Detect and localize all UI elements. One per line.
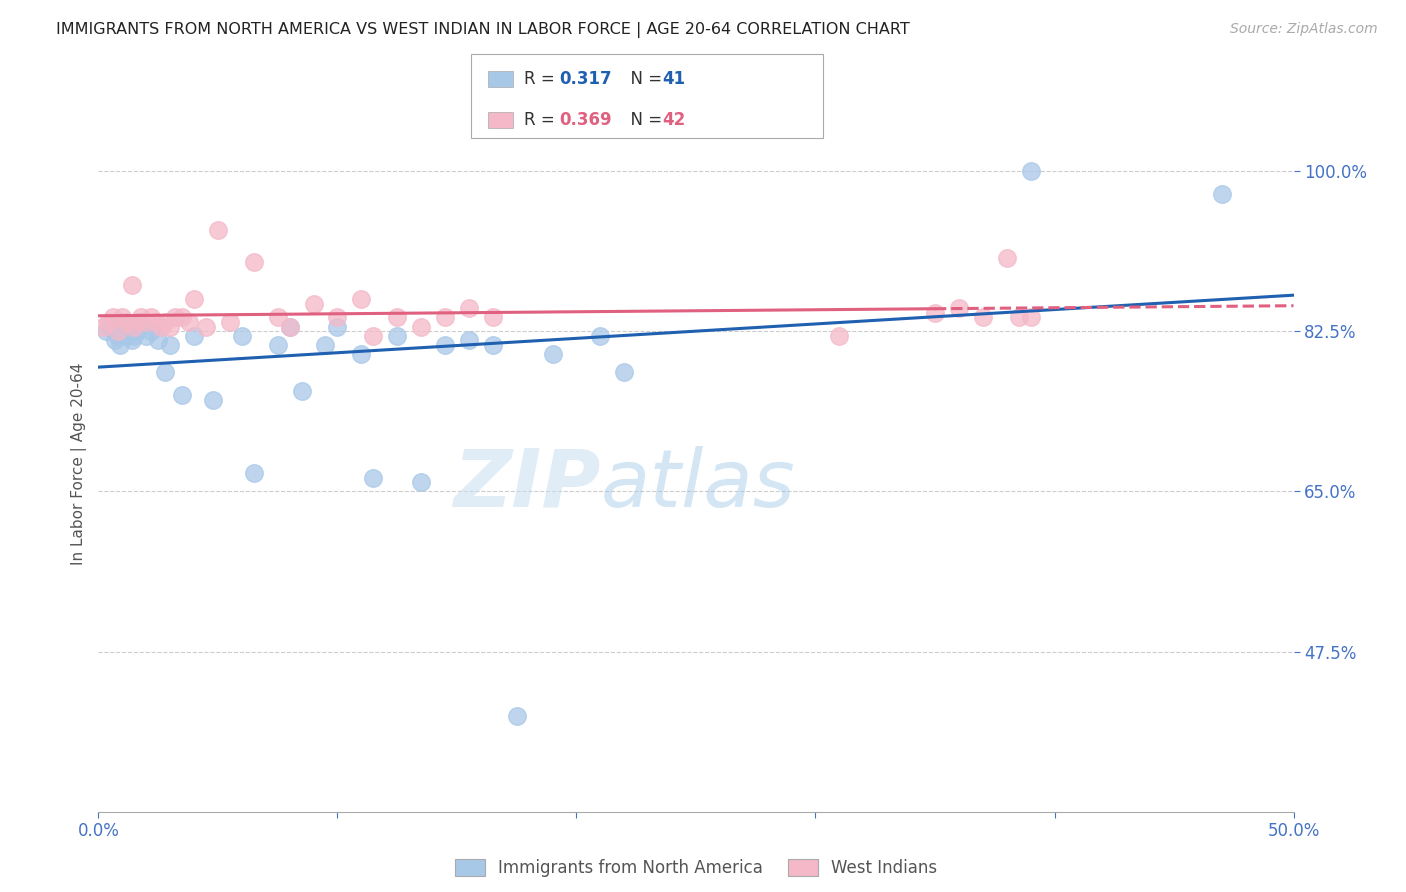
Point [948, 301, 970, 316]
Point [385, 328, 409, 343]
Point [183, 328, 205, 343]
Point [267, 310, 290, 325]
Point [433, 338, 456, 352]
Point [219, 315, 242, 329]
Point [172, 310, 194, 325]
Point [995, 251, 1018, 265]
Point [155, 365, 177, 379]
Point [125, 324, 148, 338]
Point [506, 708, 529, 723]
Point [194, 319, 217, 334]
Point [149, 319, 172, 334]
Point [202, 392, 225, 407]
Point [135, 328, 157, 343]
Point [411, 319, 433, 334]
Point [104, 333, 127, 347]
Point [541, 347, 564, 361]
Point [481, 338, 505, 352]
Point [107, 324, 129, 338]
Point [145, 315, 167, 329]
Point [91, 319, 114, 334]
Point [111, 310, 134, 325]
Point [94, 324, 117, 338]
Point [1019, 310, 1042, 325]
Point [481, 310, 505, 325]
Point [108, 338, 131, 352]
Text: 0.317: 0.317 [560, 70, 612, 88]
Point [124, 319, 146, 334]
Text: N =: N = [620, 111, 668, 128]
Text: IMMIGRANTS FROM NORTH AMERICA VS WEST INDIAN IN LABOR FORCE | AGE 20-64 CORRELAT: IMMIGRANTS FROM NORTH AMERICA VS WEST IN… [56, 22, 910, 38]
Point [350, 292, 373, 306]
Point [972, 310, 994, 325]
Point [114, 315, 136, 329]
Point [278, 319, 301, 334]
Text: atlas: atlas [600, 446, 796, 524]
Point [101, 310, 124, 325]
Point [125, 315, 148, 329]
Point [131, 310, 153, 325]
Point [163, 310, 186, 325]
Point [828, 328, 851, 343]
Point [1019, 164, 1042, 178]
Point [139, 324, 162, 338]
Text: R =: R = [524, 70, 561, 88]
Point [326, 319, 349, 334]
Point [121, 333, 143, 347]
Text: 0.369: 0.369 [560, 111, 612, 128]
Text: 42: 42 [662, 111, 686, 128]
Point [231, 328, 253, 343]
Point [131, 315, 153, 329]
Point [155, 315, 177, 329]
Point [243, 255, 266, 269]
Point [363, 470, 385, 484]
Point [97, 315, 120, 329]
Point [267, 338, 290, 352]
Point [159, 319, 181, 334]
Text: 41: 41 [662, 70, 685, 88]
Text: ZIP: ZIP [453, 446, 600, 524]
Point [179, 315, 201, 329]
Point [172, 388, 194, 402]
Legend: Immigrants from North America, West Indians: Immigrants from North America, West Indi… [449, 852, 943, 883]
Point [148, 333, 170, 347]
Point [458, 301, 481, 316]
Point [124, 328, 146, 343]
Point [924, 306, 946, 320]
Point [363, 328, 385, 343]
Text: R =: R = [524, 111, 561, 128]
Point [1211, 186, 1233, 201]
Text: Source: ZipAtlas.com: Source: ZipAtlas.com [1230, 22, 1378, 37]
Point [315, 338, 337, 352]
Point [613, 365, 636, 379]
Point [107, 328, 129, 343]
Point [290, 384, 312, 398]
Point [183, 292, 205, 306]
Point [589, 328, 612, 343]
Point [121, 278, 143, 293]
Point [139, 310, 162, 325]
Point [243, 466, 266, 480]
Point [350, 347, 373, 361]
Point [278, 319, 301, 334]
Point [302, 296, 325, 310]
Point [159, 338, 181, 352]
Point [1007, 310, 1029, 325]
Point [207, 223, 229, 237]
Point [111, 319, 134, 334]
Point [458, 333, 481, 347]
Point [118, 324, 141, 338]
Point [98, 319, 122, 334]
Text: N =: N = [620, 70, 668, 88]
Y-axis label: In Labor Force | Age 20-64: In Labor Force | Age 20-64 [72, 363, 87, 565]
Point [115, 315, 138, 329]
Point [433, 310, 456, 325]
Point [385, 310, 409, 325]
Point [411, 475, 433, 490]
Point [326, 310, 349, 325]
Point [115, 328, 138, 343]
Point [135, 315, 157, 329]
